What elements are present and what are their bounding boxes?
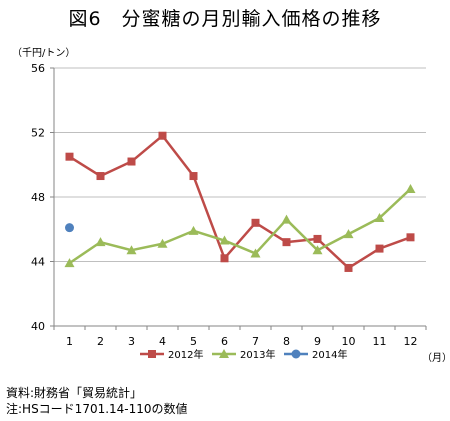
legend-marker <box>148 350 156 358</box>
x-tick-label: 10 <box>342 335 356 348</box>
data-point <box>157 238 168 248</box>
data-point <box>65 152 74 161</box>
data-point <box>282 238 291 247</box>
series-2 <box>64 183 416 268</box>
data-point <box>96 172 105 181</box>
data-point <box>219 235 230 245</box>
x-tick-label: 2 <box>97 335 104 348</box>
x-tick-label: 8 <box>283 335 290 348</box>
legend-item: 2014年 <box>284 348 347 361</box>
data-point <box>281 214 292 224</box>
footnote: 注:HSコード1701.14-110の数値 <box>6 402 188 416</box>
data-point <box>406 233 415 242</box>
data-point <box>250 248 261 258</box>
data-point <box>127 157 136 166</box>
legend-label: 2013年 <box>240 348 275 361</box>
data-point <box>374 212 385 222</box>
data-point <box>64 258 75 268</box>
x-axis-unit-label: （月） <box>422 352 450 364</box>
gridlines <box>54 67 426 262</box>
data-point <box>343 229 354 239</box>
series-1 <box>65 131 415 272</box>
legend-marker <box>291 349 301 359</box>
legend-marker <box>219 349 229 358</box>
x-tick-label: 6 <box>221 335 228 348</box>
x-tick-label: 4 <box>159 335 166 348</box>
y-tick-labels: 40 44 48 52 56 <box>31 62 45 333</box>
legend-label: 2014年 <box>312 348 347 361</box>
axes <box>50 67 427 330</box>
data-point <box>188 225 199 235</box>
series-line <box>68 134 411 270</box>
data-point <box>312 245 323 255</box>
y-axis-unit-label: （千円/トン） <box>12 48 76 59</box>
data-point <box>126 245 137 255</box>
source-note: 資料:財務省「貿易統計」 <box>6 386 143 400</box>
series-line <box>68 188 412 265</box>
data-point <box>313 234 322 243</box>
data-point <box>220 254 229 263</box>
x-tick-label: 1 <box>66 335 73 348</box>
data-point <box>189 172 198 181</box>
x-tick-label: 12 <box>404 335 418 348</box>
x-tick-label: 7 <box>252 335 259 348</box>
chart-title: 図6 分蜜糖の月別輸入価格の推移 <box>68 8 382 30</box>
data-point <box>251 218 260 227</box>
data-point <box>65 223 74 233</box>
x-tick-label: 3 <box>128 335 135 348</box>
data-point <box>158 131 167 140</box>
legend-item: 2012年 <box>140 348 203 361</box>
series-3 <box>65 223 74 233</box>
x-tick-label: 9 <box>314 335 321 348</box>
y-tick-label: 52 <box>31 127 45 140</box>
y-tick-label: 48 <box>31 191 45 204</box>
legend: 2012年 2013年 2014年 <box>140 348 347 361</box>
legend-label: 2012年 <box>168 348 203 361</box>
y-tick-label: 44 <box>31 256 45 269</box>
data-point <box>405 183 416 193</box>
x-tick-label: 11 <box>373 335 387 348</box>
series-lines <box>64 131 416 272</box>
legend-item: 2013年 <box>212 348 275 361</box>
y-tick-label: 56 <box>31 62 45 75</box>
y-tick-label: 40 <box>31 320 45 333</box>
data-point <box>375 244 384 253</box>
x-tick-label: 5 <box>190 335 197 348</box>
x-tick-labels: 1 2 3 4 5 6 7 8 9 10 11 12 <box>66 335 418 348</box>
data-point <box>95 237 106 247</box>
data-point <box>344 263 353 272</box>
